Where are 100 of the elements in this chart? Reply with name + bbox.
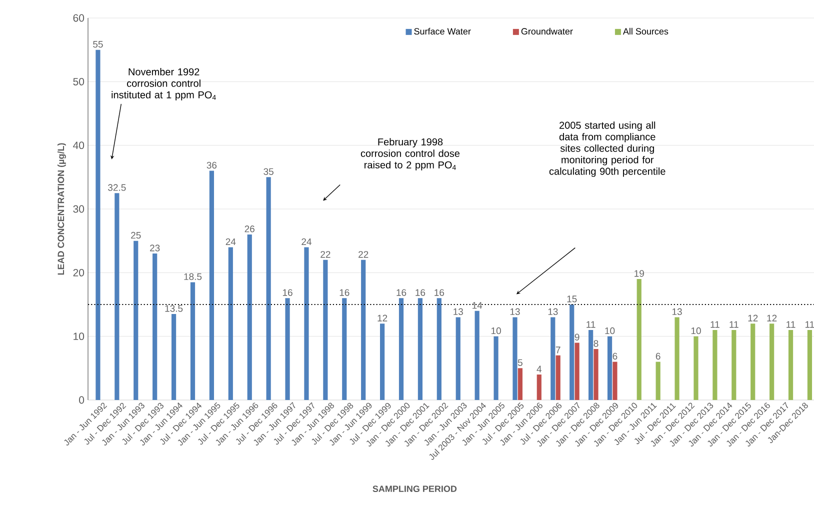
annotation: November 1992 corrosion control instituted at 1 ppm PO$_{4}$ [112,68,216,100]
bar [323,260,328,400]
legend-label: Groundwater [521,28,573,35]
data-label: 16 [416,289,426,296]
data-label: 12 [378,314,388,322]
data-label: 26 [244,226,254,232]
bar [518,368,522,400]
bar [134,240,138,400]
bar [342,298,347,400]
bar [612,362,618,400]
bar [380,324,385,400]
data-label: 12 [767,314,777,322]
data-label: 36 [206,162,217,169]
bar [770,324,774,400]
bar [807,330,812,400]
data-label: 22 [320,251,330,258]
bar [398,298,404,400]
bar [788,330,794,400]
data-label: 11 [730,321,738,328]
data-label: 24 [226,238,236,245]
data-label: 13.5 [165,305,183,312]
bar [636,279,642,400]
data-label: 11 [786,321,796,328]
x-axis-title: SAMPLING PERIOD [372,486,457,492]
data-label: 10 [491,327,501,334]
data-label: 19 [634,270,644,277]
bar [750,324,756,400]
data-label: 7 [556,346,560,354]
data-label: 10 [605,327,615,334]
data-label: 16 [396,289,406,296]
bar [418,298,423,400]
data-label: 32.5 [108,184,126,191]
bar [556,355,560,400]
bar [512,317,518,400]
bar [209,170,214,400]
bar [171,314,176,400]
y-tick-label: 10 [74,332,84,340]
y-tick-label: 40 [73,142,84,150]
y-tick-label: 0 [79,396,84,404]
y-tick-label: 20 [73,268,84,276]
bar [96,50,100,400]
data-label: 18.5 [184,273,202,280]
data-label: 23 [150,244,160,252]
data-label: 15 [567,296,577,302]
legend-label: Surface Water [414,28,471,35]
data-label: 35 [264,168,274,175]
bar [712,330,718,400]
data-label: 8 [594,340,598,347]
data-label: 4 [536,366,542,372]
bar [536,374,542,400]
bar [456,317,460,400]
bar [550,317,556,400]
bar [732,330,736,400]
data-label: 6 [656,352,660,360]
bar [361,260,366,400]
data-label: 11 [586,321,596,328]
y-axis-title: LEAD CONCENTRATION (µg/L) [58,143,66,275]
data-label: 12 [748,314,758,322]
bar [588,330,594,400]
bar [436,298,442,400]
bar [247,234,252,400]
bar [607,336,612,400]
data-label: 11 [710,321,720,328]
data-label: 16 [282,289,292,296]
data-label: 10 [691,327,701,334]
data-label: 22 [358,251,368,258]
bar [285,298,290,400]
bar [190,282,196,400]
data-label: 9 [574,334,580,340]
legend-label: All Sources [622,28,668,35]
annotation: February 1998 corrosion control dose raised to 2 ppm PO$_{4}$ [360,138,460,170]
data-label: 13 [672,308,682,316]
data-label: 55 [93,41,103,48]
bar [494,336,498,400]
bar [114,193,120,400]
bar [594,349,598,400]
bar [266,177,271,400]
bar [474,310,480,400]
bar [570,304,574,400]
annotation: 2005 started using all data from compliance sites collected during monitoring period for calculating 90th percentile [549,121,666,177]
bar [694,336,698,400]
data-label: 25 [131,232,141,239]
bar [574,342,580,400]
bar [304,247,309,400]
y-tick-label: 30 [73,205,84,213]
data-label: 13 [510,308,520,316]
bar [152,254,158,400]
y-tick-label: 50 [73,78,84,86]
bar [228,247,233,400]
bar [674,317,680,400]
data-label: 13 [548,308,558,316]
data-label: 16 [340,289,350,296]
data-label: 6 [612,352,618,360]
data-label: 13 [454,308,463,316]
data-label: 11 [806,321,814,328]
data-label: 24 [302,238,312,245]
data-label: 5 [518,359,522,366]
y-tick-label: 60 [73,14,84,22]
data-label: 16 [434,289,444,296]
bar [656,362,660,400]
